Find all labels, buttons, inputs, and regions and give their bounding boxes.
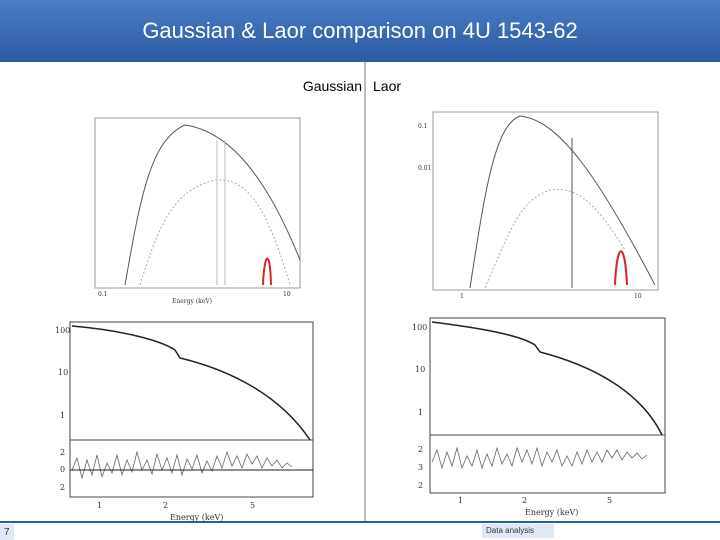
y-tick: 10 xyxy=(415,365,425,374)
title: Gaussian & Laor comparison on 4U 1543-62 xyxy=(142,18,578,43)
x-tick: 1 xyxy=(97,501,102,510)
x-tick: 2 xyxy=(163,501,168,510)
laor-spectrum: 0.1 0.01 1 10 xyxy=(418,111,659,300)
residual-tick: 0 xyxy=(60,465,65,474)
page-box xyxy=(0,524,14,540)
x-tick: 5 xyxy=(250,501,255,510)
residual-tick: 2 xyxy=(418,445,423,454)
residual-tick: 2 xyxy=(60,483,65,492)
footer-label: Data analysis xyxy=(486,526,534,535)
residual-tick: 2 xyxy=(418,481,423,490)
y-tick: 0.01 xyxy=(418,165,431,172)
residual-tick: 2 xyxy=(60,448,65,457)
page-number: 7 xyxy=(4,527,10,538)
y-tick: 100 xyxy=(412,323,427,332)
footer-label-box xyxy=(482,524,554,538)
gaussian-spectrum: 0.1 10 Energy (keV) xyxy=(94,117,301,305)
y-tick: 1 xyxy=(418,408,423,417)
column-label: Laor xyxy=(373,78,402,94)
x-tick: 0.1 xyxy=(98,291,108,298)
x-tick: 1 xyxy=(458,496,463,505)
x-tick: 5 xyxy=(607,496,612,505)
y-tick: 10 xyxy=(58,368,68,377)
laor-fit: 100 10 1 2 3 2 1 2 5 Energy (keV) xyxy=(412,317,666,517)
x-label: Energy (keV) xyxy=(170,513,223,522)
x-tick: 1 xyxy=(460,293,464,300)
y-tick: 100 xyxy=(55,326,70,335)
residual-tick: 3 xyxy=(418,463,423,472)
column-label: Gaussian xyxy=(302,78,362,94)
gaussian-fit: 100 10 1 2 0 2 1 2 5 Energy (keV) xyxy=(55,321,314,522)
x-label: Energy (keV) xyxy=(172,298,212,305)
x-tick: 10 xyxy=(283,291,291,298)
y-tick: 1 xyxy=(60,411,65,420)
y-tick: 0.1 xyxy=(418,123,428,130)
x-label: Energy (keV) xyxy=(525,508,578,517)
title-bar: Gaussian & Laor comparison on 4U 1543-62 xyxy=(0,0,720,62)
x-tick: 2 xyxy=(522,496,527,505)
x-tick: 10 xyxy=(634,293,642,300)
